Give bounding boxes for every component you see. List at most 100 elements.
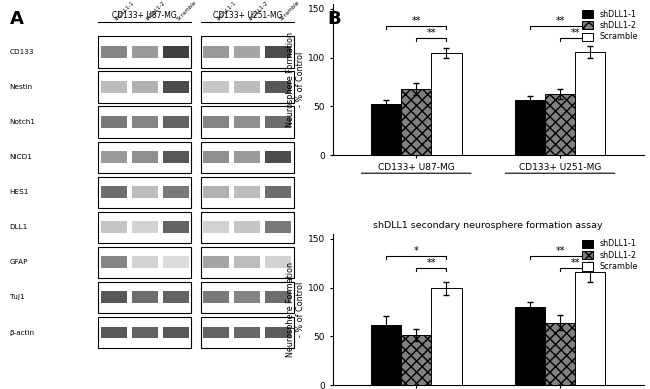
Bar xyxy=(432,289,462,385)
Bar xyxy=(132,186,158,198)
Bar xyxy=(98,177,191,208)
Bar xyxy=(265,151,291,163)
Bar xyxy=(515,100,545,155)
Bar xyxy=(162,151,189,163)
Legend: shDLL1-1, shDLL1-2, Scramble: shDLL1-1, shDLL1-2, Scramble xyxy=(580,8,640,43)
Bar xyxy=(371,104,401,155)
Bar xyxy=(234,151,261,163)
Bar xyxy=(101,151,127,163)
Bar xyxy=(98,107,191,138)
Text: B: B xyxy=(327,10,341,28)
Bar xyxy=(545,322,575,385)
Bar xyxy=(98,177,191,208)
Bar xyxy=(101,326,127,338)
Bar xyxy=(162,46,189,58)
Text: **: ** xyxy=(571,258,580,268)
Bar xyxy=(265,81,291,93)
Text: Scramble: Scramble xyxy=(176,0,198,21)
Bar xyxy=(101,46,127,58)
Bar xyxy=(201,107,294,138)
Bar xyxy=(98,282,191,313)
Bar xyxy=(545,94,575,155)
Text: HES1: HES1 xyxy=(10,189,29,195)
Bar xyxy=(201,212,294,243)
Bar xyxy=(234,186,261,198)
Bar xyxy=(201,317,294,348)
Bar xyxy=(432,53,462,155)
Bar xyxy=(162,326,189,338)
Bar xyxy=(515,307,545,385)
Bar xyxy=(98,247,191,278)
Bar xyxy=(132,116,158,128)
Bar xyxy=(201,71,294,103)
Text: shDLL1-1: shDLL1-1 xyxy=(114,0,135,21)
Bar xyxy=(265,256,291,268)
Bar xyxy=(98,142,191,173)
Bar xyxy=(132,256,158,268)
Bar xyxy=(101,221,127,233)
Bar xyxy=(401,89,432,155)
Bar xyxy=(371,324,401,385)
Text: **: ** xyxy=(411,16,421,26)
Bar xyxy=(201,177,294,208)
Bar xyxy=(101,116,127,128)
Text: β-actin: β-actin xyxy=(10,329,34,335)
Bar xyxy=(201,247,294,278)
Text: **: ** xyxy=(555,16,565,26)
Bar xyxy=(98,36,191,68)
Text: Nestin: Nestin xyxy=(10,84,32,90)
Bar xyxy=(162,221,189,233)
Bar xyxy=(201,142,294,173)
Bar xyxy=(265,186,291,198)
Bar xyxy=(201,212,294,243)
Bar xyxy=(162,256,189,268)
Bar xyxy=(265,116,291,128)
Bar xyxy=(98,71,191,103)
Bar xyxy=(234,256,261,268)
Bar xyxy=(265,46,291,58)
Bar xyxy=(98,71,191,103)
Bar xyxy=(265,221,291,233)
Text: **: ** xyxy=(571,28,580,38)
Bar xyxy=(234,81,261,93)
Bar xyxy=(98,282,191,313)
Text: Notch1: Notch1 xyxy=(10,119,36,125)
Bar xyxy=(132,81,158,93)
Y-axis label: Neurosphere Formation
- % of Control: Neurosphere Formation - % of Control xyxy=(286,262,305,357)
Text: TuJ1: TuJ1 xyxy=(10,294,24,300)
Bar xyxy=(98,36,191,68)
Bar xyxy=(101,291,127,303)
Bar xyxy=(98,142,191,173)
Bar xyxy=(132,221,158,233)
Text: **: ** xyxy=(426,28,436,38)
Legend: shDLL1-1, shDLL1-2, Scramble: shDLL1-1, shDLL1-2, Scramble xyxy=(580,238,640,273)
Bar xyxy=(201,36,294,68)
Bar xyxy=(201,177,294,208)
Bar xyxy=(98,107,191,138)
Bar xyxy=(203,326,229,338)
Title: shDLL1 secondary neurosphere formation assay: shDLL1 secondary neurosphere formation a… xyxy=(373,221,603,230)
Bar xyxy=(203,221,229,233)
Bar xyxy=(234,291,261,303)
Bar xyxy=(101,81,127,93)
Bar xyxy=(203,256,229,268)
Bar xyxy=(234,46,261,58)
Bar xyxy=(162,81,189,93)
Bar xyxy=(401,335,432,385)
Bar xyxy=(98,212,191,243)
Text: GFAP: GFAP xyxy=(10,259,28,265)
Text: shDLL1-2: shDLL1-2 xyxy=(145,0,166,21)
Bar xyxy=(265,291,291,303)
Bar xyxy=(101,256,127,268)
Text: **: ** xyxy=(426,258,436,268)
Text: shDLL1-2: shDLL1-2 xyxy=(247,0,269,21)
Bar xyxy=(201,71,294,103)
Bar xyxy=(203,116,229,128)
Bar xyxy=(101,186,127,198)
Bar xyxy=(234,116,261,128)
Bar xyxy=(203,291,229,303)
Bar xyxy=(203,81,229,93)
Text: NICD1: NICD1 xyxy=(10,154,32,160)
Bar xyxy=(201,36,294,68)
Bar xyxy=(98,247,191,278)
